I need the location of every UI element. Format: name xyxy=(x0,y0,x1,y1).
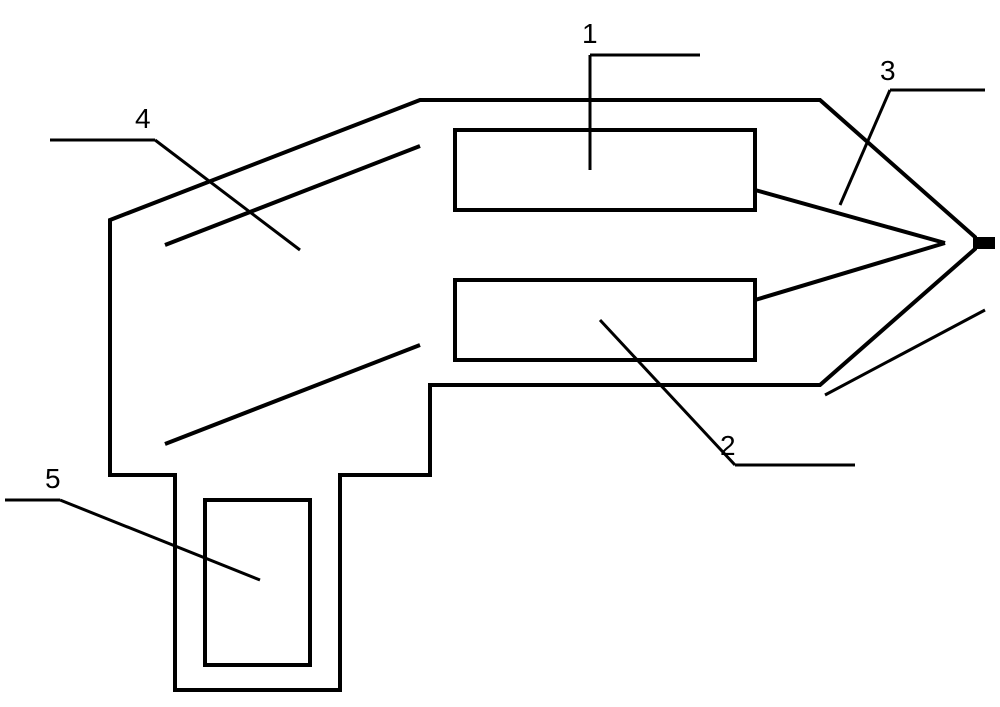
label-1: 1 xyxy=(582,18,598,50)
channel-lower xyxy=(165,345,420,444)
label-3: 3 xyxy=(880,55,896,87)
extra-line xyxy=(825,310,985,395)
component-5 xyxy=(205,500,310,665)
leader-5 xyxy=(60,500,260,580)
label-5: 5 xyxy=(45,463,61,495)
cone-lower xyxy=(755,243,945,300)
tip-marker xyxy=(975,237,995,249)
label-2: 2 xyxy=(720,430,736,462)
label-4: 4 xyxy=(135,103,151,135)
component-2 xyxy=(455,280,755,360)
leader-2 xyxy=(600,320,735,465)
main-body-outline xyxy=(110,100,975,690)
leader-3 xyxy=(840,90,890,205)
component-1 xyxy=(455,130,755,210)
channel-upper xyxy=(165,146,420,245)
cone-upper xyxy=(755,190,945,243)
